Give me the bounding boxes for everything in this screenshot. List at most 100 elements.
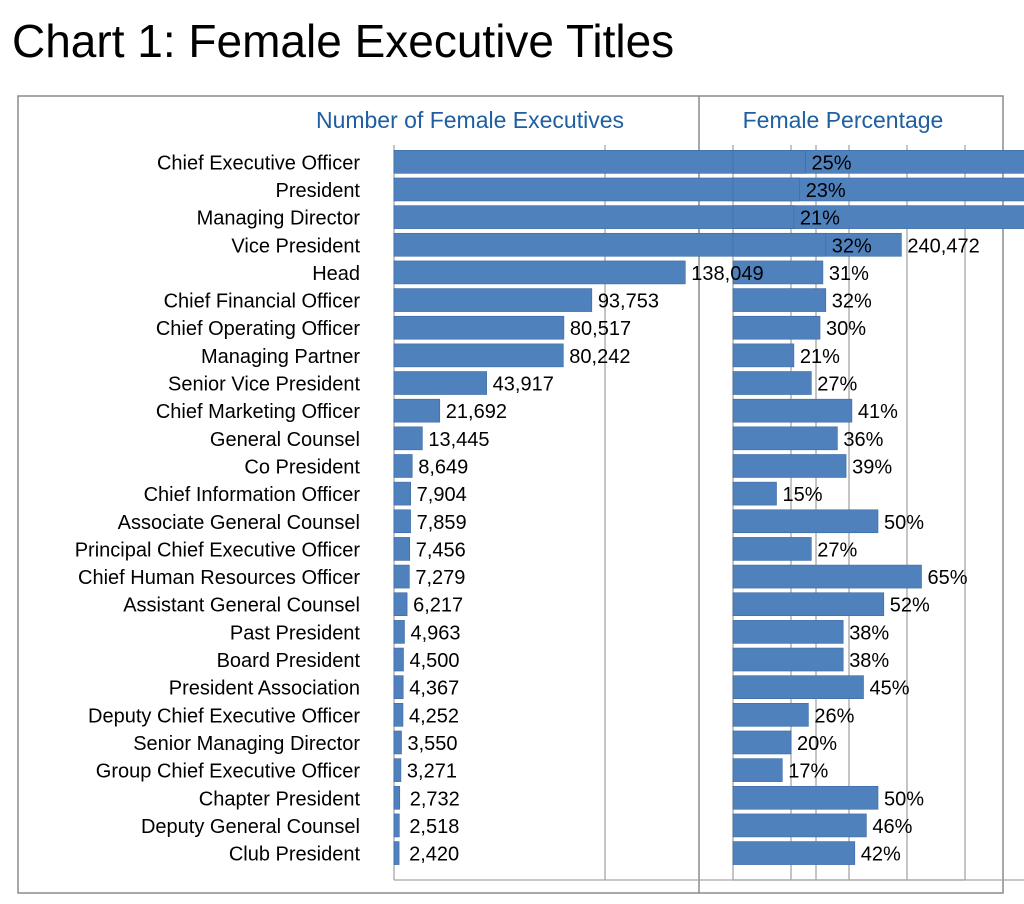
bar-pct-15: [732, 564, 922, 589]
bar-count-8: [393, 371, 487, 395]
chart-frame-outer: [17, 95, 1004, 894]
data-label-count-20: 4,252: [409, 705, 459, 727]
panel-title-count: Number of Female Executives: [316, 107, 624, 133]
data-label-pct-7: 21%: [800, 346, 840, 368]
bar-count-21: [393, 730, 402, 755]
category-label-4: Head: [312, 263, 360, 285]
category-label-21: Senior Managing Director: [133, 733, 360, 755]
data-label-pct-6: 30%: [826, 318, 866, 340]
data-label-pct-3: 32%: [832, 235, 872, 257]
bar-pct-14: [732, 537, 812, 561]
category-label-16: Assistant General Counsel: [123, 595, 360, 617]
bar-pct-10: [732, 426, 838, 451]
bar-pct-17: [732, 620, 844, 644]
bar-count-4: [393, 260, 686, 285]
bar-pct-16: [732, 592, 885, 617]
category-label-11: Co President: [244, 456, 360, 478]
category-label-25: Club President: [229, 844, 361, 866]
category-label-6: Chief Operating Officer: [156, 318, 361, 340]
bar-pct-2: [732, 205, 795, 229]
bar-pct-3: [732, 232, 827, 257]
bar-pct-0: [732, 150, 806, 174]
bar-pct-6: [732, 315, 821, 340]
bar-pct-7: [732, 343, 795, 368]
data-label-pct-24: 46%: [872, 816, 912, 838]
data-label-count-12: 7,904: [417, 484, 467, 506]
data-label-pct-4: 31%: [829, 263, 869, 285]
bar-pct-11: [732, 454, 847, 478]
bar-pct-24: [732, 813, 867, 838]
data-label-pct-19: 45%: [870, 678, 910, 700]
category-label-13: Associate General Counsel: [118, 512, 360, 534]
bar-count-14: [393, 537, 411, 561]
bar-count-22: [393, 758, 402, 782]
bar-pct-4: [732, 260, 824, 285]
data-label-pct-2: 21%: [800, 208, 840, 230]
bar-count-18: [393, 647, 404, 672]
bar-count-16: [393, 592, 408, 617]
page-title: Chart 1: Female Executive Titles: [12, 15, 675, 67]
data-label-pct-15: 65%: [928, 567, 968, 589]
bars-layer: [393, 150, 1024, 865]
data-label-count-7: 80,242: [569, 346, 630, 368]
category-label-23: Chapter President: [199, 788, 361, 810]
data-label-count-16: 6,217: [413, 595, 463, 617]
bar-pct-19: [732, 675, 864, 699]
bar-count-6: [393, 315, 565, 340]
data-label-count-24: 2,518: [409, 816, 459, 838]
data-label-pct-18: 38%: [849, 650, 889, 672]
data-label-count-19: 4,367: [409, 678, 459, 700]
data-label-pct-13: 50%: [884, 512, 924, 534]
bar-count-1: [393, 177, 1024, 202]
bar-pct-12: [732, 481, 777, 506]
category-label-15: Chief Human Resources Officer: [78, 567, 360, 589]
bar-count-12: [393, 481, 411, 506]
bar-pct-18: [732, 647, 844, 672]
data-label-count-6: 80,517: [570, 318, 631, 340]
bar-pct-8: [732, 371, 812, 395]
bar-pct-23: [732, 785, 879, 810]
bar-count-19: [393, 675, 404, 699]
data-label-pct-11: 39%: [852, 456, 892, 478]
data-label-count-13: 7,859: [417, 512, 467, 534]
category-label-24: Deputy General Counsel: [141, 816, 360, 838]
category-label-2: Managing Director: [197, 208, 361, 230]
data-label-count-17: 4,963: [410, 622, 460, 644]
category-label-22: Group Chief Executive Officer: [96, 761, 361, 783]
bar-count-10: [393, 426, 423, 451]
category-label-14: Principal Chief Executive Officer: [75, 539, 361, 561]
data-label-count-15: 7,279: [415, 567, 465, 589]
data-label-pct-9: 41%: [858, 401, 898, 423]
category-label-12: Chief Information Officer: [144, 484, 361, 506]
data-label-count-10: 13,445: [428, 429, 489, 451]
bar-count-17: [393, 620, 405, 644]
data-label-pct-16: 52%: [890, 595, 930, 617]
data-label-pct-12: 15%: [783, 484, 823, 506]
data-label-pct-21: 20%: [797, 733, 837, 755]
bar-count-15: [393, 564, 410, 589]
data-label-pct-22: 17%: [788, 761, 828, 783]
category-label-18: Board President: [217, 650, 361, 672]
bar-pct-9: [732, 398, 853, 423]
bar-pct-21: [732, 730, 792, 755]
data-label-pct-0: 25%: [812, 152, 852, 174]
data-label-count-21: 3,550: [407, 733, 457, 755]
data-label-count-9: 21,692: [446, 401, 507, 423]
data-label-count-5: 93,753: [598, 291, 659, 313]
category-label-17: Past President: [230, 622, 361, 644]
panel-title-pct: Female Percentage: [743, 107, 944, 133]
bar-count-0: [393, 150, 1024, 174]
bar-pct-13: [732, 509, 879, 534]
category-label-20: Deputy Chief Executive Officer: [88, 705, 360, 727]
bar-pct-25: [732, 841, 856, 865]
bar-count-24: [393, 813, 400, 838]
data-label-count-22: 3,271: [407, 761, 457, 783]
data-label-count-18: 4,500: [409, 650, 459, 672]
data-label-count-23: 2,732: [410, 788, 460, 810]
bar-pct-5: [732, 288, 827, 312]
data-label-count-25: 2,420: [409, 844, 459, 866]
category-label-10: General Counsel: [210, 429, 360, 451]
data-label-pct-5: 32%: [832, 291, 872, 313]
category-label-8: Senior Vice President: [168, 374, 360, 396]
